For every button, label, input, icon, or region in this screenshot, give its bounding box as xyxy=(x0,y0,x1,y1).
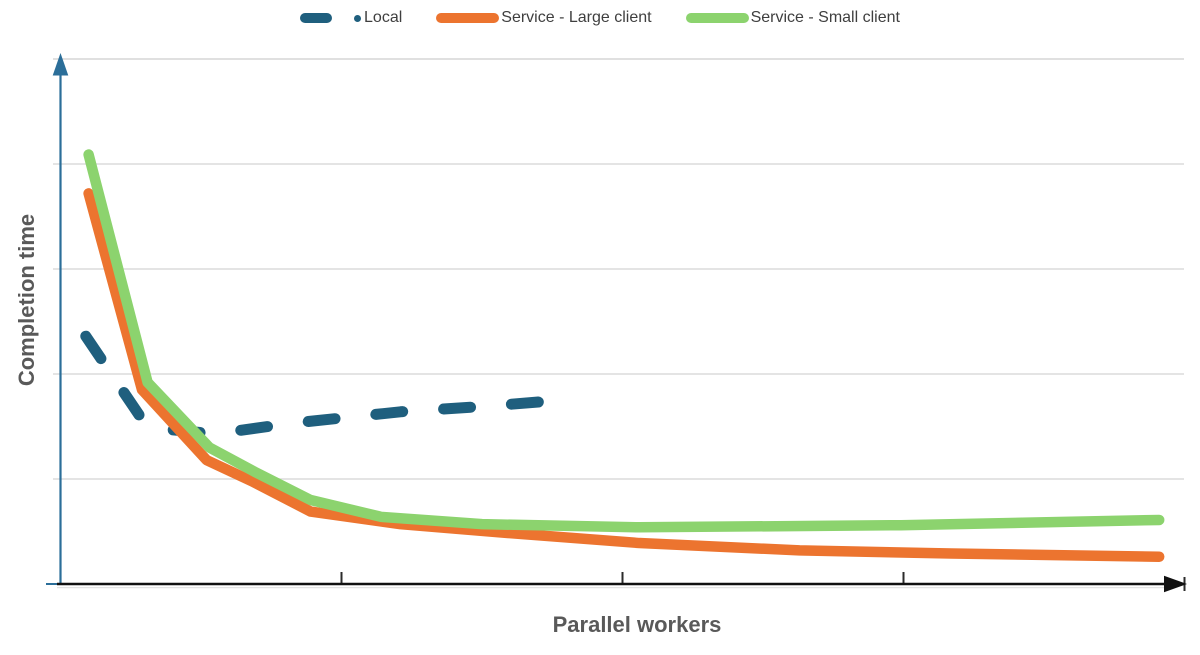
legend-dot-icon xyxy=(354,14,362,22)
legend-item-service-large: Service - Large client xyxy=(436,8,652,28)
legend-label-service-large: Service - Large client xyxy=(501,9,652,26)
legend: Local Service - Large client Service - S… xyxy=(0,6,1200,30)
legend-line-icon xyxy=(685,13,749,23)
legend-line-icon xyxy=(436,13,500,23)
series-line-service-small-client xyxy=(83,149,1165,533)
y-axis-label: Completion time xyxy=(14,213,39,387)
x-axis-arrow-icon xyxy=(1164,575,1187,593)
legend-item-service-small: Service - Small client xyxy=(685,8,900,28)
x-axis-label: Parallel workers xyxy=(552,612,722,637)
legend-item-local: Local xyxy=(300,8,402,28)
legend-label-local: Local xyxy=(364,9,403,26)
legend-dash-icon xyxy=(300,13,333,23)
y-axis-arrow-icon xyxy=(52,53,69,76)
legend-label-service-small: Service - Small client xyxy=(750,9,900,26)
series-line-service-large-client xyxy=(83,188,1165,562)
